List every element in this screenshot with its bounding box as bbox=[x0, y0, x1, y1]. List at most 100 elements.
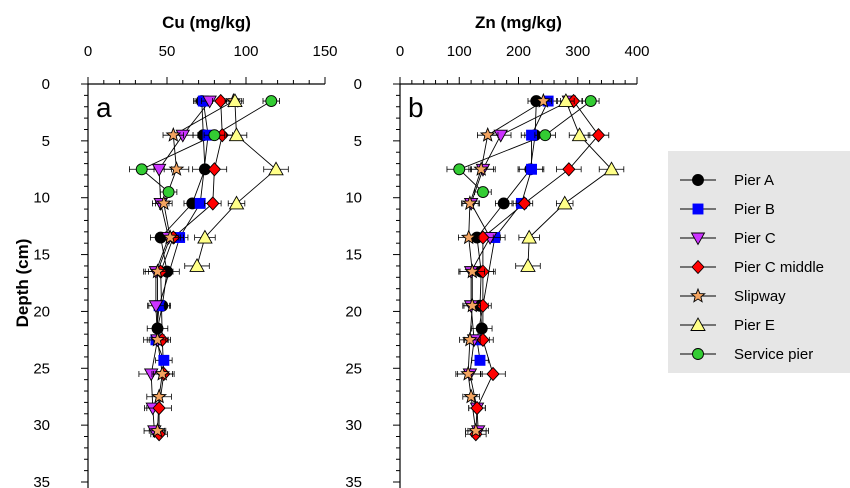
point-pier-e bbox=[189, 258, 205, 272]
point-pier-a bbox=[497, 197, 510, 210]
x-tick-label: 0 bbox=[84, 43, 92, 60]
y-tick-label: 5 bbox=[354, 133, 362, 150]
point-slipway bbox=[149, 331, 166, 347]
point-slipway bbox=[463, 388, 480, 404]
y-tick-label: 15 bbox=[345, 247, 362, 264]
legend-label-pier-b: Pier B bbox=[734, 201, 775, 218]
y-tick-label: 35 bbox=[345, 474, 362, 488]
x-tick-label: 150 bbox=[312, 43, 337, 60]
point-slipway bbox=[462, 331, 478, 347]
point-pier-e bbox=[228, 127, 245, 142]
point-pier-b bbox=[194, 197, 206, 209]
point-pier-c bbox=[175, 129, 191, 143]
panel-letter: a bbox=[96, 92, 112, 123]
point-slipway bbox=[464, 263, 481, 279]
y-tick-label: 35 bbox=[33, 474, 50, 488]
legend-marker-pier-c bbox=[690, 232, 706, 246]
legend: Pier A Pier B Pier C Pier C middle Slipway Pi… bbox=[668, 151, 850, 373]
legend-marker-service-pier bbox=[692, 348, 704, 360]
panel-b: 0 100 200 300 400 Zn (mg/kg) 0 5 10 15 20 25 30 35 b bbox=[345, 13, 650, 488]
legend-label-pier-a: Pier A bbox=[734, 172, 774, 189]
y-tick-label: 15 bbox=[33, 247, 50, 264]
series-line-pier-e bbox=[527, 100, 613, 266]
x-tick-label: 100 bbox=[447, 43, 472, 60]
point-slipway bbox=[462, 195, 478, 211]
x-tick-label: 0 bbox=[396, 43, 404, 60]
point-pier-e bbox=[197, 229, 213, 244]
x-axis-title: Cu (mg/kg) bbox=[162, 13, 251, 32]
series-line-pier-c-middle bbox=[475, 100, 600, 435]
x-tick-label: 400 bbox=[624, 43, 649, 60]
point-pier-a bbox=[475, 322, 488, 335]
point-service-pier bbox=[162, 186, 175, 198]
point-slipway bbox=[149, 422, 166, 438]
point-pier-e bbox=[571, 127, 588, 142]
legend-label-service-pier: Service pier bbox=[734, 346, 813, 363]
point-pier-c-middle bbox=[486, 366, 500, 382]
y-tick-label: 25 bbox=[345, 360, 362, 377]
y-tick-label: 5 bbox=[42, 133, 50, 150]
point-pier-c-middle bbox=[476, 332, 490, 348]
y-tick-label: 30 bbox=[33, 417, 50, 434]
y-tick-label: 20 bbox=[33, 303, 50, 320]
legend-marker-pier-c-middle bbox=[691, 259, 705, 275]
point-pier-b bbox=[474, 354, 486, 366]
x-tick-label: 100 bbox=[233, 43, 258, 60]
point-pier-e bbox=[556, 195, 573, 210]
point-service-pier bbox=[453, 163, 466, 176]
point-pier-c bbox=[493, 129, 508, 143]
point-slipway bbox=[460, 365, 476, 381]
point-slipway bbox=[162, 229, 179, 245]
point-pier-c-middle bbox=[152, 400, 166, 416]
point-pier-e bbox=[228, 195, 245, 210]
point-pier-e bbox=[603, 161, 620, 176]
legend-label-pier-e: Pier E bbox=[734, 317, 775, 334]
point-slipway bbox=[535, 92, 552, 108]
point-service-pier bbox=[208, 129, 221, 142]
point-pier-e bbox=[268, 161, 284, 176]
y-tick-label: 10 bbox=[33, 190, 50, 207]
point-pier-e bbox=[520, 258, 536, 272]
point-pier-c bbox=[151, 163, 167, 177]
point-pier-b bbox=[158, 354, 170, 366]
point-slipway bbox=[168, 161, 185, 176]
point-pier-c bbox=[148, 300, 164, 314]
y-tick-label: 10 bbox=[345, 190, 362, 207]
point-slipway bbox=[468, 422, 484, 438]
legend-marker-pier-e bbox=[690, 317, 706, 331]
point-pier-e bbox=[558, 93, 574, 108]
point-pier-c bbox=[143, 368, 159, 382]
point-pier-c bbox=[202, 95, 217, 109]
y-tick-label: 0 bbox=[354, 76, 362, 93]
panel-a: 0 50 100 150 Cu (mg/kg) 0 5 10 15 20 25 30 35 a Depth … bbox=[13, 13, 338, 488]
legend-marker-pier-a bbox=[692, 174, 704, 186]
point-slipway bbox=[460, 229, 477, 245]
legend-label-slipway: Slipway bbox=[734, 288, 786, 305]
point-service-pier bbox=[135, 163, 148, 176]
point-service-pier bbox=[584, 95, 597, 108]
point-slipway bbox=[473, 161, 490, 176]
point-service-pier bbox=[265, 95, 278, 108]
y-tick-label: 0 bbox=[42, 76, 50, 93]
point-slipway bbox=[151, 388, 168, 404]
x-axis-title: Zn (mg/kg) bbox=[475, 13, 562, 32]
x-tick-label: 300 bbox=[565, 43, 590, 60]
point-pier-c-middle bbox=[207, 162, 222, 177]
y-tick-label: 25 bbox=[33, 360, 50, 377]
legend-label-pier-c-middle: Pier C middle bbox=[734, 259, 824, 276]
point-pier-c-middle bbox=[517, 196, 532, 211]
point-pier-c-middle bbox=[206, 196, 220, 211]
point-slipway bbox=[149, 263, 166, 279]
series-line-service-pier bbox=[458, 100, 592, 193]
series-line-pier-c-middle bbox=[158, 101, 223, 435]
y-axis-title: Depth (cm) bbox=[13, 239, 32, 328]
point-pier-c-middle bbox=[591, 128, 606, 143]
point-slipway bbox=[165, 126, 182, 142]
series-line-service-pier bbox=[140, 100, 272, 193]
point-service-pier bbox=[539, 129, 552, 142]
point-pier-e bbox=[521, 229, 537, 244]
point-slipway bbox=[155, 195, 172, 211]
panel-letter: b bbox=[408, 92, 424, 123]
point-service-pier bbox=[477, 186, 489, 198]
